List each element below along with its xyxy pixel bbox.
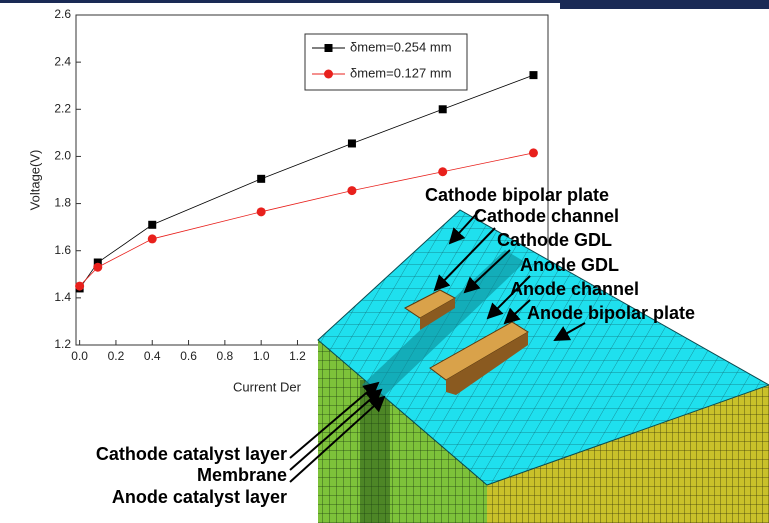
marker: [256, 207, 266, 217]
label: Cathode channel: [474, 206, 619, 226]
arrow: [503, 299, 531, 325]
marker: [257, 174, 266, 183]
legend-marker: [324, 44, 333, 52]
x-tick-label: 0.2: [108, 349, 125, 363]
x-axis-title: Current Der: [233, 379, 302, 394]
cathode-channel-side: [420, 298, 455, 330]
y-tick-label: 2.4: [54, 54, 71, 68]
legend: [304, 33, 468, 91]
x-tick-label: 0.8: [217, 349, 234, 363]
arrow: [289, 388, 383, 471]
mesh-diagram: Cathode bipolar plate Cathode channel Ca…: [96, 185, 769, 523]
plot-frame: [75, 14, 549, 346]
y-tick-label: 2.0: [54, 149, 71, 163]
marker: [147, 234, 157, 244]
marker: [75, 281, 85, 291]
marker: [93, 258, 102, 267]
y-tick-label: 2.2: [54, 101, 71, 115]
arrows: [289, 209, 586, 483]
anode-channel-side: [446, 332, 528, 395]
x-tick-label: 1.2: [289, 349, 306, 363]
marker: [347, 139, 356, 148]
legend-label: δmem=0.254 mm: [350, 39, 452, 54]
arrow: [553, 322, 586, 341]
label: Cathode catalyst layer: [96, 444, 287, 464]
top-face: [317, 209, 769, 486]
y-tick-label: 1.2: [54, 337, 71, 351]
header-bar: [560, 0, 769, 9]
marker: [438, 167, 448, 177]
y-axis-title: Voltage(V): [27, 150, 42, 211]
x-tick-label: 0.0: [71, 349, 88, 363]
label: Anode GDL: [520, 255, 619, 275]
marker: [528, 148, 538, 158]
arrow: [486, 275, 531, 320]
y-tick-label: 2.6: [54, 7, 71, 21]
label: Anode catalyst layer: [112, 487, 287, 507]
label: Membrane: [197, 465, 287, 485]
right-face: [487, 385, 769, 523]
y-tick-label: 1.6: [54, 243, 71, 257]
label: Anode channel: [510, 279, 639, 299]
catalyst-band: [360, 380, 390, 523]
arrow: [448, 209, 481, 245]
x-tick-label: 0.6: [180, 349, 197, 363]
arrow: [289, 395, 386, 483]
arrow: [289, 381, 380, 459]
header-line: [0, 0, 769, 3]
y-tick-label: 1.4: [54, 290, 71, 304]
chart: 1.2 1.4 1.6 1.8 2.0 2.2 2.4 2.6 0.0 0.2 0.4 0.6 0.8 1…: [27, 7, 549, 394]
label: Cathode bipolar plate: [425, 185, 609, 205]
arrow: [463, 249, 511, 294]
marker: [347, 186, 357, 196]
marker: [438, 105, 447, 114]
y-tick-label: 1.8: [54, 196, 71, 210]
marker: [93, 262, 103, 272]
membrane-strip: [362, 250, 525, 398]
x-tick-label: 1.0: [253, 349, 270, 363]
arrow: [433, 227, 496, 292]
label: Anode bipolar plate: [527, 303, 695, 323]
legend-label: δmem=0.127 mm: [350, 65, 452, 80]
marker: [529, 71, 538, 80]
legend-marker: [324, 69, 333, 79]
label: Cathode GDL: [497, 230, 612, 250]
x-tick-label: 0.4: [144, 349, 161, 363]
marker: [148, 220, 157, 229]
